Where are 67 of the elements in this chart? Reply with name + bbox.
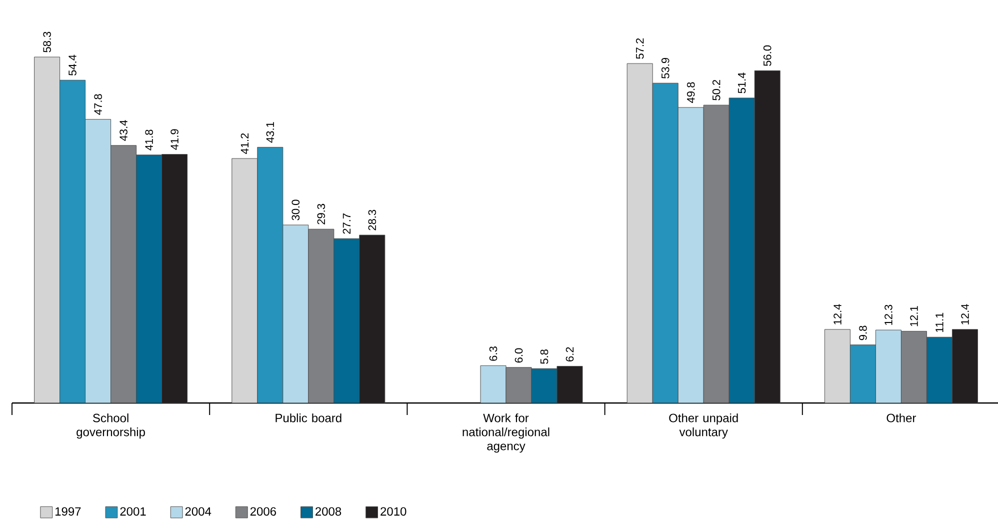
- data-label: 53.9: [661, 58, 670, 78]
- bar: [531, 368, 558, 403]
- x-tick-label: Work for national/regional agency: [462, 413, 550, 453]
- bar: [556, 366, 583, 403]
- data-label: 29.3: [317, 204, 326, 224]
- bar: [257, 146, 284, 403]
- bar: [626, 63, 653, 403]
- bar: [162, 154, 188, 403]
- data-label: 58.3: [43, 32, 51, 52]
- bar: [824, 329, 850, 403]
- data-label: 5.8: [540, 350, 548, 364]
- data-label: 28.3: [368, 210, 376, 230]
- data-label: 57.2: [636, 38, 644, 59]
- data-label: 12.4: [834, 304, 842, 324]
- data-label: 43.4: [120, 120, 128, 141]
- bar: [506, 367, 532, 403]
- data-label: 6.2: [566, 347, 574, 362]
- data-label: 12.4: [961, 304, 969, 324]
- bar: [85, 119, 112, 403]
- data-label: 50.2: [712, 80, 720, 100]
- data-label: 47.8: [94, 94, 102, 115]
- legend-label: 1997: [56, 507, 81, 516]
- bar: [308, 228, 334, 403]
- bar: [60, 80, 86, 403]
- data-label: 54.4: [68, 54, 76, 76]
- bar: [875, 330, 902, 403]
- data-label: 51.4: [738, 72, 746, 94]
- bar: [926, 336, 952, 403]
- data-label: 41.2: [240, 133, 248, 154]
- bar: [703, 104, 730, 403]
- bar: [34, 56, 60, 403]
- legend-label: 2008: [316, 507, 342, 516]
- x-tick-label: Other: [886, 413, 916, 422]
- bar: [728, 98, 755, 403]
- data-label: 43.1: [266, 122, 274, 143]
- x-tick-label: Public board: [276, 413, 342, 422]
- legend-label: 2006: [250, 507, 276, 516]
- bar: [652, 82, 678, 403]
- data-label: 41.9: [170, 129, 178, 150]
- data-label: 49.8: [686, 82, 695, 103]
- bar: [678, 107, 704, 403]
- bar: [754, 70, 780, 403]
- bar: [359, 234, 386, 403]
- bar: [850, 344, 876, 403]
- data-label: 12.1: [910, 306, 918, 326]
- bar: [900, 330, 927, 403]
- legend-label: 2001: [120, 507, 146, 516]
- bar: [232, 158, 258, 403]
- bar: [480, 365, 506, 403]
- data-label: 6.3: [489, 346, 498, 361]
- data-label: 30.0: [292, 200, 300, 220]
- bar: [952, 329, 978, 403]
- data-label: 11.1: [936, 312, 944, 332]
- bar: [110, 145, 137, 403]
- bar: [334, 238, 360, 403]
- legend-label: 2004: [185, 507, 212, 516]
- data-label: 9.8: [859, 326, 867, 340]
- bar: [282, 224, 309, 403]
- x-tick-label: Other unpaid voluntary: [669, 413, 738, 439]
- x-tick-label: School governorship: [76, 413, 145, 439]
- data-label: 56.0: [763, 45, 772, 66]
- data-label: 27.7: [342, 214, 350, 234]
- data-label: 41.8: [145, 130, 153, 150]
- bar: [136, 154, 162, 403]
- data-label: 6.0: [514, 348, 523, 363]
- legend-label: 2010: [380, 507, 406, 516]
- data-label: 12.3: [884, 304, 892, 325]
